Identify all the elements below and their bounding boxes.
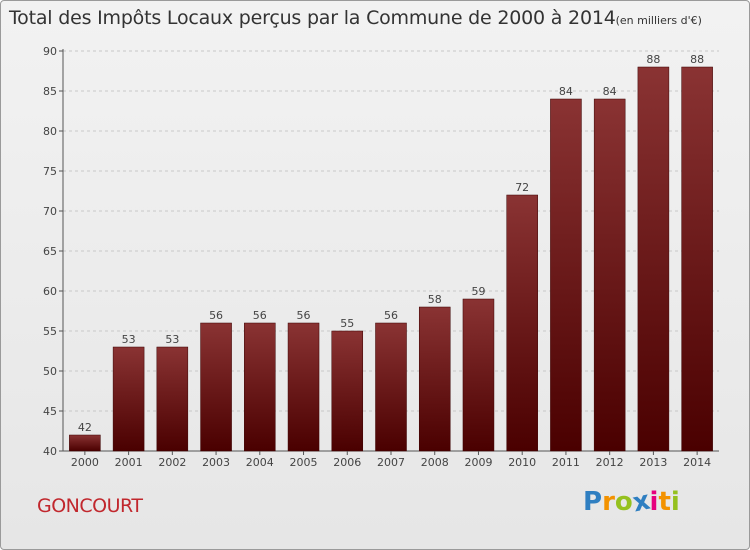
- x-tick-label: 2012: [596, 456, 624, 469]
- logo-letter: i: [670, 487, 680, 517]
- y-tick-label: 65: [43, 245, 57, 258]
- bar-2014[interactable]: [681, 66, 713, 452]
- bar-2004[interactable]: [244, 322, 276, 452]
- data-label: 88: [690, 53, 704, 66]
- bar-2005[interactable]: [287, 322, 320, 452]
- data-label: 58: [428, 293, 442, 306]
- x-tick-label: 2000: [71, 456, 99, 469]
- logo-letter: i: [649, 487, 659, 517]
- bar-2013[interactable]: [637, 66, 670, 452]
- y-tick-label: 85: [43, 85, 57, 98]
- x-tick-label: 2001: [115, 456, 143, 469]
- logo-letter: r: [602, 487, 615, 517]
- data-label: 53: [165, 333, 179, 346]
- x-tick-label: 2005: [290, 456, 318, 469]
- x-tick-label: 2008: [421, 456, 449, 469]
- chart-subtitle: (en milliers d'€): [615, 14, 702, 27]
- bar-2011[interactable]: [550, 98, 582, 452]
- data-label: 84: [603, 85, 617, 98]
- y-tick-label: 60: [43, 285, 57, 298]
- bar-2007[interactable]: [375, 322, 407, 452]
- data-label: 72: [515, 181, 529, 194]
- y-tick-label: 70: [43, 205, 57, 218]
- proxiti-logo[interactable]: Proxiti: [583, 486, 680, 519]
- chart-title: Total des Impôts Locaux perçus par la Co…: [9, 7, 702, 29]
- y-tick-label: 75: [43, 165, 57, 178]
- x-tick-label: 2013: [639, 456, 667, 469]
- x-tick-label: 2006: [333, 456, 361, 469]
- data-label: 59: [471, 285, 485, 298]
- y-tick-label: 45: [43, 405, 57, 418]
- bar-2003[interactable]: [200, 322, 232, 452]
- x-tick-label: 2007: [377, 456, 405, 469]
- bar-2009[interactable]: [462, 298, 495, 452]
- x-tick-label: 2014: [683, 456, 711, 469]
- y-tick-label: 55: [43, 325, 57, 338]
- bar-2000[interactable]: [69, 434, 101, 452]
- x-tick-label: 2010: [508, 456, 536, 469]
- data-label: 84: [559, 85, 573, 98]
- y-tick-label: 50: [43, 365, 57, 378]
- bar-chart: 40 45 50 55 60 65 70 75 80 85 90 42 2000 53 2001 53 2002…: [43, 45, 719, 469]
- bar-2010[interactable]: [506, 194, 538, 452]
- chart-title-text: Total des Impôts Locaux perçus par la Co…: [9, 7, 616, 29]
- logo-letter: t: [658, 487, 671, 517]
- data-label: 42: [78, 421, 92, 434]
- y-tick-label: 80: [43, 125, 57, 138]
- data-label: 53: [122, 333, 136, 346]
- bar-2008[interactable]: [418, 306, 451, 452]
- data-label: 88: [646, 53, 660, 66]
- data-label: 56: [384, 309, 398, 322]
- bar-2002[interactable]: [156, 346, 189, 452]
- data-label: 56: [253, 309, 267, 322]
- y-tick-label: 90: [43, 45, 57, 58]
- x-tick-label: 2003: [202, 456, 230, 469]
- data-label: 56: [297, 309, 311, 322]
- x-tick-label: 2011: [552, 456, 580, 469]
- bar-2001[interactable]: [112, 346, 145, 452]
- logo-letter: o: [614, 487, 633, 517]
- data-label: 55: [340, 317, 354, 330]
- logo-letter: P: [583, 487, 603, 517]
- commune-name: GONCOURT: [37, 495, 143, 517]
- bar-2012[interactable]: [593, 98, 626, 452]
- x-tick-label: 2009: [464, 456, 492, 469]
- bar-2006[interactable]: [331, 330, 364, 452]
- y-tick-label: 40: [43, 445, 57, 458]
- x-tick-label: 2004: [246, 456, 274, 469]
- x-tick-label: 2002: [158, 456, 186, 469]
- data-label: 56: [209, 309, 223, 322]
